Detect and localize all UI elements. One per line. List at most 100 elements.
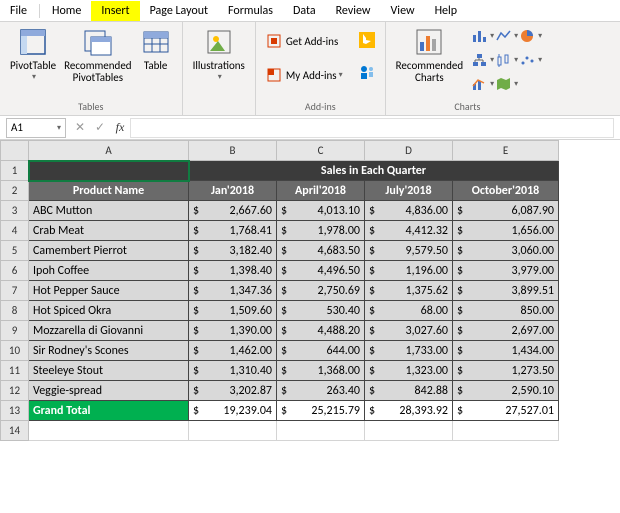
cell[interactable]: $6,087.90: [453, 201, 559, 221]
row-header[interactable]: 11: [1, 361, 29, 381]
row-header[interactable]: 1: [1, 161, 29, 181]
line-chart-button[interactable]: ▾: [495, 26, 519, 46]
cell[interactable]: $644.00: [277, 341, 365, 361]
cell[interactable]: [29, 421, 189, 441]
recommended-charts-button[interactable]: Recommended Charts: [392, 24, 467, 86]
cell[interactable]: $1,375.62: [365, 281, 453, 301]
formula-input[interactable]: [130, 118, 614, 138]
cell[interactable]: $4,683.50: [277, 241, 365, 261]
cell[interactable]: Jan'2018: [189, 181, 277, 201]
cell[interactable]: $25,215.79: [277, 401, 365, 421]
get-addins-button[interactable]: Get Add-ins: [262, 30, 347, 52]
cell[interactable]: $3,899.51: [453, 281, 559, 301]
column-chart-button[interactable]: ▾: [471, 26, 495, 46]
worksheet-grid[interactable]: A B C D E 1Sales in Each Quarter2Product…: [0, 140, 620, 513]
menu-formulas[interactable]: Formulas: [218, 1, 283, 21]
cell[interactable]: $530.40: [277, 301, 365, 321]
cancel-formula-button[interactable]: ✕: [70, 118, 90, 138]
row-header[interactable]: 13: [1, 401, 29, 421]
cell[interactable]: $1,398.40: [189, 261, 277, 281]
cell[interactable]: Ipoh Coffee: [29, 261, 189, 281]
cell[interactable]: $3,027.60: [365, 321, 453, 341]
cell[interactable]: Veggie-spread: [29, 381, 189, 401]
cell[interactable]: $1,323.00: [365, 361, 453, 381]
cell[interactable]: $1,273.50: [453, 361, 559, 381]
cell[interactable]: Camembert Pierrot: [29, 241, 189, 261]
menu-data[interactable]: Data: [283, 1, 326, 21]
pivottable-button[interactable]: PivotTable ▾: [6, 24, 60, 84]
row-header[interactable]: 9: [1, 321, 29, 341]
cell[interactable]: $68.00: [365, 301, 453, 321]
cell[interactable]: ABC Mutton: [29, 201, 189, 221]
recommended-pivottables-button[interactable]: Recommended PivotTables: [60, 24, 135, 86]
hierarchy-chart-button[interactable]: ▾: [471, 50, 495, 70]
enter-formula-button[interactable]: ✓: [90, 118, 110, 138]
cell[interactable]: Hot Spiced Okra: [29, 301, 189, 321]
cell[interactable]: $2,590.10: [453, 381, 559, 401]
my-addins-button[interactable]: My Add-ins ▾: [262, 64, 347, 86]
fx-button[interactable]: fx: [110, 118, 130, 138]
cell[interactable]: [189, 421, 277, 441]
cell[interactable]: $2,667.60: [189, 201, 277, 221]
cell[interactable]: Crab Meat: [29, 221, 189, 241]
scatter-chart-button[interactable]: ▾: [519, 50, 543, 70]
col-header[interactable]: C: [277, 141, 365, 161]
cell[interactable]: $850.00: [453, 301, 559, 321]
cell[interactable]: $1,509.60: [189, 301, 277, 321]
cell[interactable]: $4,013.10: [277, 201, 365, 221]
cell[interactable]: Sir Rodney's Scones: [29, 341, 189, 361]
cell[interactable]: $1,196.00: [365, 261, 453, 281]
row-header[interactable]: 7: [1, 281, 29, 301]
cell[interactable]: $1,368.00: [277, 361, 365, 381]
row-header[interactable]: 12: [1, 381, 29, 401]
cell[interactable]: July'2018: [365, 181, 453, 201]
cell[interactable]: $1,733.00: [365, 341, 453, 361]
cell[interactable]: $2,750.69: [277, 281, 365, 301]
menu-file[interactable]: File: [0, 1, 37, 21]
cell[interactable]: $4,412.32: [365, 221, 453, 241]
cell[interactable]: April'2018: [277, 181, 365, 201]
row-header[interactable]: 10: [1, 341, 29, 361]
cell[interactable]: $1,390.00: [189, 321, 277, 341]
menu-insert[interactable]: Insert: [91, 1, 139, 21]
cell[interactable]: [453, 421, 559, 441]
cell[interactable]: $19,239.04: [189, 401, 277, 421]
cell[interactable]: $1,656.00: [453, 221, 559, 241]
row-header[interactable]: 4: [1, 221, 29, 241]
cell[interactable]: $27,527.01: [453, 401, 559, 421]
cell[interactable]: [365, 421, 453, 441]
menu-help[interactable]: Help: [425, 1, 468, 21]
cell[interactable]: $1,462.00: [189, 341, 277, 361]
name-box[interactable]: A1▾: [6, 118, 66, 138]
cell[interactable]: Steeleye Stout: [29, 361, 189, 381]
cell[interactable]: Product Name: [29, 181, 189, 201]
cell[interactable]: $3,060.00: [453, 241, 559, 261]
map-chart-button[interactable]: ▾: [495, 74, 519, 94]
cell[interactable]: $1,310.40: [189, 361, 277, 381]
cell[interactable]: $4,496.50: [277, 261, 365, 281]
cell[interactable]: [29, 161, 189, 181]
cell[interactable]: $4,488.20: [277, 321, 365, 341]
cell[interactable]: $28,393.92: [365, 401, 453, 421]
table-button[interactable]: Table: [136, 24, 176, 74]
cell[interactable]: $1,768.41: [189, 221, 277, 241]
cell[interactable]: Mozzarella di Giovanni: [29, 321, 189, 341]
menu-view[interactable]: View: [381, 1, 425, 21]
menu-home[interactable]: Home: [42, 1, 91, 21]
cell[interactable]: $842.88: [365, 381, 453, 401]
cell[interactable]: $3,979.00: [453, 261, 559, 281]
cell[interactable]: $263.40: [277, 381, 365, 401]
col-header[interactable]: B: [189, 141, 277, 161]
cell[interactable]: Sales in Each Quarter: [189, 161, 559, 181]
cell[interactable]: $2,697.00: [453, 321, 559, 341]
cell[interactable]: $3,202.87: [189, 381, 277, 401]
pie-chart-button[interactable]: ▾: [519, 26, 543, 46]
illustrations-button[interactable]: Illustrations ▾: [189, 24, 249, 84]
col-header[interactable]: D: [365, 141, 453, 161]
bing-maps-button[interactable]: [355, 30, 379, 50]
row-header[interactable]: 2: [1, 181, 29, 201]
row-header[interactable]: 14: [1, 421, 29, 441]
cell[interactable]: $4,836.00: [365, 201, 453, 221]
cell[interactable]: $1,347.36: [189, 281, 277, 301]
cell[interactable]: $1,978.00: [277, 221, 365, 241]
